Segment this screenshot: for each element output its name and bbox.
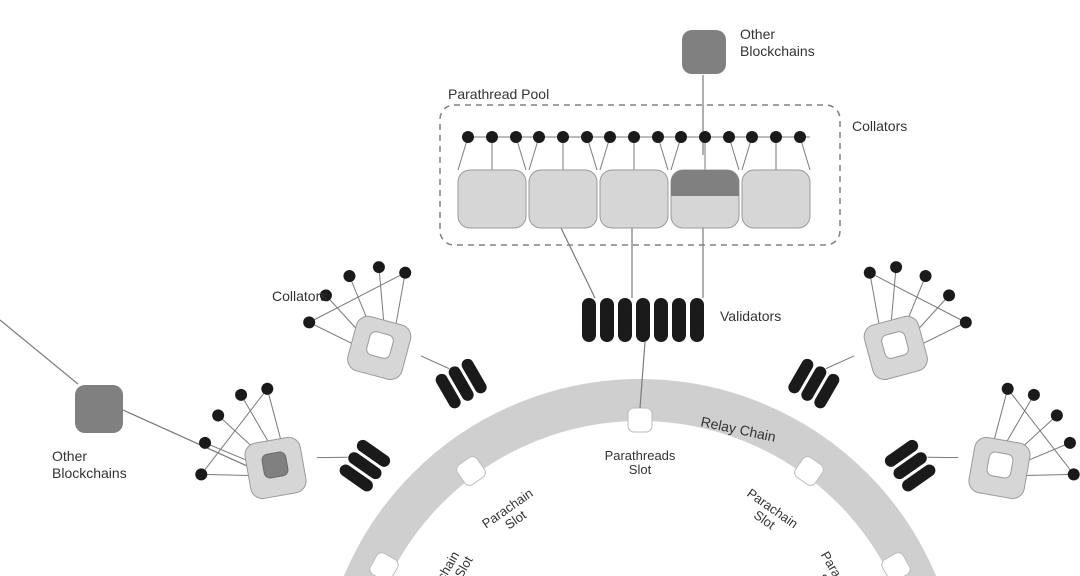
validators-group bbox=[582, 298, 704, 342]
collator-cluster-3 bbox=[786, 239, 984, 454]
collators-pool-label: Collators bbox=[852, 118, 907, 135]
collator-cluster-2 bbox=[177, 360, 393, 565]
other-blockchains-left-label: OtherBlockchains bbox=[52, 448, 127, 482]
watermark: PolkaBase bbox=[957, 542, 1060, 564]
svg-text:ParachainBridge Slot: ParachainBridge Slot bbox=[419, 546, 476, 576]
other-blockchain-left bbox=[75, 385, 123, 433]
watermark-icon bbox=[957, 542, 971, 564]
svg-text:ParachainSlot: ParachainSlot bbox=[736, 485, 801, 542]
other-blockchains-top-label: OtherBlockchains bbox=[740, 26, 815, 60]
other-blockchain-top bbox=[682, 30, 726, 74]
svg-text:ParathreadsSlot: ParathreadsSlot bbox=[605, 448, 676, 477]
parathread-pool bbox=[458, 131, 810, 228]
svg-text:ParachainSlot: ParachainSlot bbox=[479, 485, 544, 542]
collators-left-label: Collators bbox=[272, 288, 327, 305]
validators-label: Validators bbox=[720, 308, 781, 325]
watermark-text: PolkaBase bbox=[979, 543, 1060, 563]
parathread-pool-label: Parathread Pool bbox=[448, 86, 549, 103]
relay-chain-ring bbox=[340, 400, 940, 576]
collator-cluster-1 bbox=[291, 239, 489, 454]
svg-text:ParachainSlot: ParachainSlot bbox=[806, 549, 860, 576]
